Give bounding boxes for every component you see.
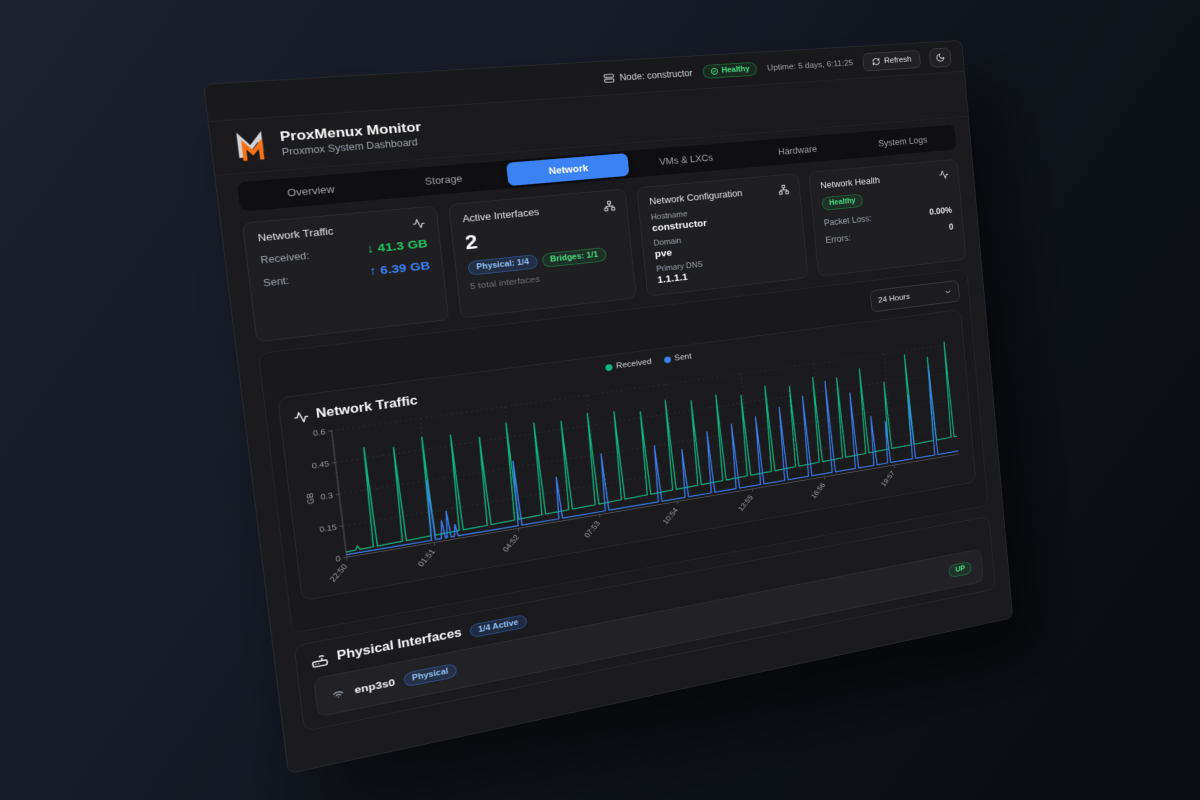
network-health-card: Network Health Healthy Packet Loss: 0.00%… [808,158,967,277]
sent-dot [663,355,672,364]
svg-text:01:51: 01:51 [416,548,437,568]
network-icon [603,200,616,212]
legend-received: Received [604,357,652,372]
theme-toggle-button[interactable] [928,47,952,68]
chevron-down-icon [944,287,953,296]
interface-status-badge: UP [948,561,973,578]
node-indicator: Node: constructor [603,68,693,84]
tab-storage[interactable]: Storage [377,163,508,197]
received-dot [604,363,613,371]
errors-value: 0 [948,221,954,232]
svg-text:19:57: 19:57 [880,470,897,488]
physical-count-badge: Physical: 1/4 [467,254,538,276]
card-title: Network Configuration [648,188,743,207]
active-count-badge: 1/4 Active [469,614,528,639]
packet-loss-value: 0.00% [928,204,953,217]
svg-text:22:50: 22:50 [328,563,350,584]
activity-icon [938,169,949,180]
activity-icon [293,409,310,424]
network-traffic-card: Network Traffic Received: ↓ 41.3 GB Sent:… [241,205,450,343]
svg-text:13:55: 13:55 [737,494,755,513]
svg-text:GB: GB [305,492,316,505]
time-range-select[interactable]: 24 Hours [869,279,961,313]
activity-icon [412,217,426,230]
svg-text:04:52: 04:52 [501,533,521,553]
card-title: Active Interfaces [462,206,540,225]
svg-text:0.3: 0.3 [320,491,333,501]
proxmenux-logo [231,128,272,163]
interface-name: enp3s0 [353,676,396,696]
moon-icon [935,52,945,62]
svg-text:0.45: 0.45 [311,459,329,470]
received-label: Received: [259,250,310,266]
errors-label: Errors: [825,232,852,245]
check-circle-icon [710,67,719,75]
health-badge: Healthy [821,193,864,211]
refresh-button[interactable]: Refresh [861,49,922,72]
tab-network[interactable]: Network [505,153,630,187]
time-range-value: 24 Hours [877,292,911,305]
active-interfaces-card: Active Interfaces 2 Physical: 1/4 Bridge… [448,188,637,319]
card-title: Network Traffic [257,225,335,244]
tab-vms-lxcs[interactable]: VMs & LXCs [627,144,744,176]
tab-overview[interactable]: Overview [240,173,380,209]
interface-type-badge: Physical [402,663,458,688]
network-traffic-chart-card: Network Traffic Received Sent 0 0.15 0.3 0.… [277,309,977,602]
svg-text:07:53: 07:53 [583,520,602,540]
bridges-count-badge: Bridges: 1/1 [541,247,607,268]
node-label: Node: constructor [619,67,693,83]
sent-label: Sent: [262,275,290,289]
wifi-icon [330,686,347,702]
health-status-badge: Healthy [702,61,758,79]
packet-loss-label: Packet Loss: [823,213,873,228]
uptime-label: Uptime: 5 days, 6:11:25 [766,58,854,73]
sent-value: ↑ 6.39 GB [368,259,431,279]
svg-text:0.6: 0.6 [312,427,325,437]
traffic-line-chart: 0 0.15 0.3 0.45 0.6 22:50 01:51 04:52 07:53 10:54… [305,339,966,584]
svg-text:10:54: 10:54 [661,506,679,525]
svg-text:0: 0 [335,554,341,563]
legend-sent: Sent [663,352,692,364]
svg-text:0.15: 0.15 [319,523,337,534]
server-icon [603,72,615,83]
tab-system-logs[interactable]: System Logs [850,127,954,157]
network-tree-icon [778,184,790,196]
received-value: ↓ 41.3 GB [366,237,429,257]
network-traffic-section: 24 Hours Network Traffic Received Sent [257,268,989,634]
router-icon [310,651,329,669]
tab-hardware[interactable]: Hardware [742,135,852,166]
card-title: Network Health [819,175,881,191]
dashboard-window: Node: constructor Healthy Uptime: 5 days… [203,40,1014,775]
svg-text:16:56: 16:56 [809,481,826,499]
network-configuration-card: Network Configuration Hostname construct… [636,173,809,297]
refresh-icon [871,57,880,66]
